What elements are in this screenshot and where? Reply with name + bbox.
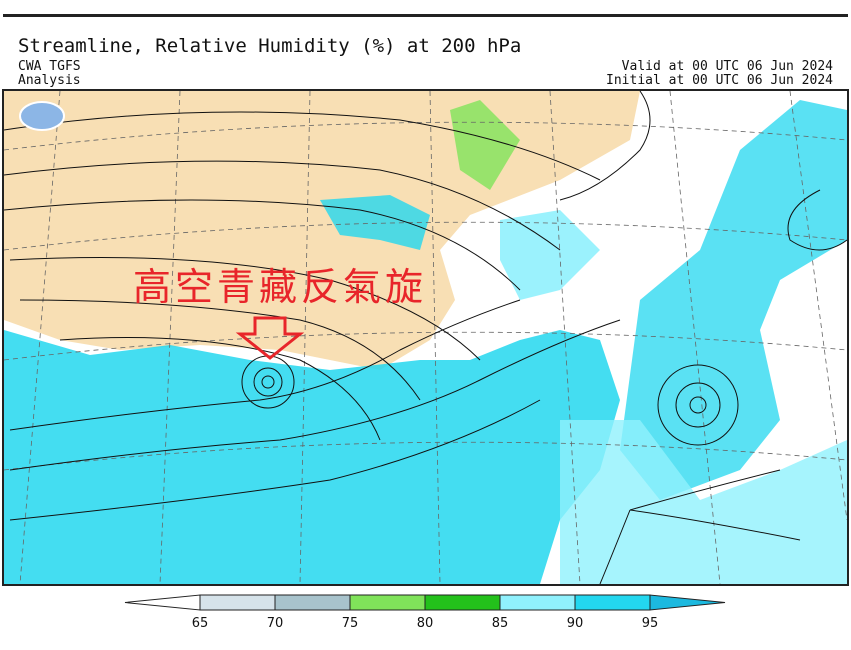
humid-region	[4, 330, 620, 584]
colorbar-tick-label: 80	[417, 616, 434, 631]
colorbar-tick-label: 65	[192, 616, 209, 631]
kind: Analysis	[18, 73, 81, 88]
colorbar-segment	[574, 594, 651, 611]
humid-region	[560, 420, 847, 584]
top-rule	[3, 14, 848, 17]
model: CWA TGFS	[18, 59, 81, 74]
agency-logo	[19, 101, 65, 131]
colorbar-tick-label: 90	[567, 616, 584, 631]
map: 高空青藏反氣旋	[2, 89, 849, 586]
colorbar-tick-label: 85	[492, 616, 509, 631]
annotation-arrow	[235, 316, 305, 360]
colorbar: 65 70 75 80 85 90 95	[124, 594, 726, 631]
humid-region	[500, 210, 600, 300]
valid-time: Valid at 00 UTC 06 Jun 2024	[622, 59, 833, 74]
colorbar-segment	[499, 594, 576, 611]
annotation: 高空青藏反氣旋	[133, 265, 427, 309]
initial-time: Initial at 00 UTC 06 Jun 2024	[606, 73, 833, 88]
colorbar-segment	[199, 594, 276, 611]
graticule	[4, 91, 847, 584]
colorbar-segment	[274, 594, 351, 611]
colorbar-tick-label: 95	[642, 616, 659, 631]
map-frame	[2, 89, 849, 586]
colorbar-tick-label: 70	[267, 616, 284, 631]
title: Streamline, Relative Humidity (%) at 200…	[18, 35, 521, 57]
colorbar-tick-label: 75	[342, 616, 359, 631]
colorbar-segment	[424, 594, 501, 611]
colorbar-segment	[349, 594, 426, 611]
